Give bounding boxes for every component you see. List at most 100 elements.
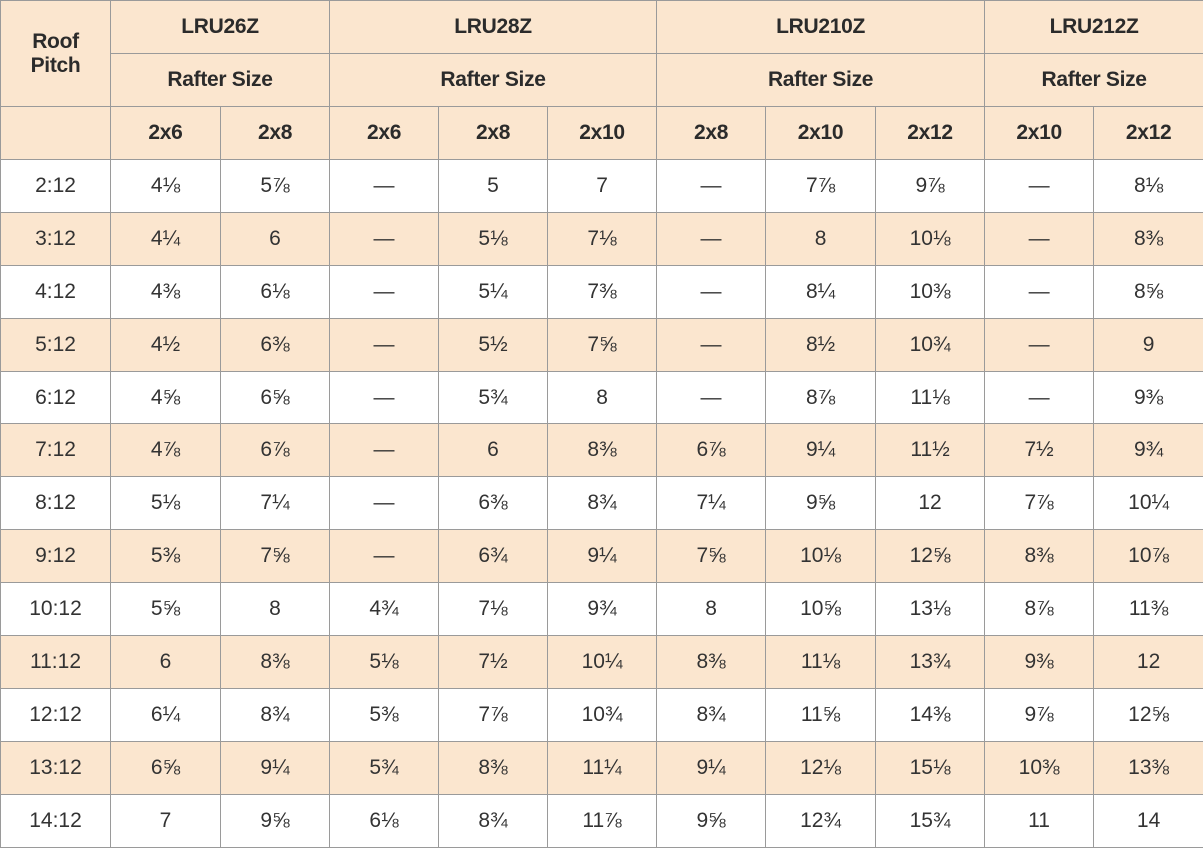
corner-label: Roof Pitch (26, 30, 86, 78)
value-cell: — (330, 530, 439, 583)
value-cell: 8⅜ (221, 636, 330, 689)
value-cell: — (657, 371, 766, 424)
value-cell: 9 (1094, 318, 1203, 371)
value-cell: — (985, 318, 1094, 371)
value-cell: — (985, 371, 1094, 424)
value-cell: — (330, 212, 439, 265)
value-cell: 12⅛ (766, 741, 876, 794)
value-cell: 11⅜ (1094, 583, 1203, 636)
value-cell: 7½ (985, 424, 1094, 477)
value-cell: 8⅜ (439, 741, 548, 794)
pitch-cell: 11:12 (1, 636, 111, 689)
value-cell: 13⅛ (876, 583, 985, 636)
value-cell: 7⅝ (548, 318, 657, 371)
value-cell: 14⅜ (876, 688, 985, 741)
pitch-cell: 6:12 (1, 371, 111, 424)
pitch-cell: 10:12 (1, 583, 111, 636)
value-cell: 13⅜ (1094, 741, 1203, 794)
value-cell: — (657, 160, 766, 213)
value-cell: 6 (221, 212, 330, 265)
value-cell: 7⅝ (221, 530, 330, 583)
value-cell: 10¼ (1094, 477, 1203, 530)
value-cell: 8⅞ (766, 371, 876, 424)
table-header: Roof Pitch LRU26Z LRU28Z LRU210Z LRU212Z… (1, 1, 1203, 160)
value-cell: 4⅝ (111, 371, 221, 424)
value-cell: 8⅝ (1094, 265, 1203, 318)
value-cell: 7½ (439, 636, 548, 689)
value-cell: 13¾ (876, 636, 985, 689)
value-cell: 6⅝ (221, 371, 330, 424)
value-cell: 9⅝ (657, 794, 766, 847)
pitch-cell: 9:12 (1, 530, 111, 583)
header-row: Rafter Size Rafter Size Rafter Size Raft… (1, 54, 1203, 107)
value-cell: 9¾ (548, 583, 657, 636)
value-cell: 5⅛ (111, 477, 221, 530)
value-cell: 8⅜ (657, 636, 766, 689)
subheader: Rafter Size (985, 54, 1203, 107)
value-cell: 9⅝ (221, 794, 330, 847)
value-cell: 10⅛ (876, 212, 985, 265)
value-cell: 9⅞ (985, 688, 1094, 741)
value-cell: 5¾ (330, 741, 439, 794)
value-cell: 5⅛ (330, 636, 439, 689)
value-cell: 8⅜ (548, 424, 657, 477)
size-header: 2x10 (766, 107, 876, 160)
corner-cell: Roof Pitch (1, 1, 111, 107)
value-cell: 12 (1094, 636, 1203, 689)
value-cell: 4¼ (111, 212, 221, 265)
size-header: 2x6 (330, 107, 439, 160)
value-cell: — (330, 265, 439, 318)
value-cell: 11⅛ (876, 371, 985, 424)
value-cell: 8 (657, 583, 766, 636)
value-cell: 9¼ (548, 530, 657, 583)
value-cell: 10⅜ (985, 741, 1094, 794)
size-header: 2x8 (657, 107, 766, 160)
value-cell: — (985, 160, 1094, 213)
value-cell: 11 (985, 794, 1094, 847)
size-header: 2x12 (1094, 107, 1203, 160)
size-header: 2x8 (221, 107, 330, 160)
value-cell: 8¾ (221, 688, 330, 741)
value-cell: 6⅞ (221, 424, 330, 477)
value-cell: 10⅛ (766, 530, 876, 583)
value-cell: 7⅝ (657, 530, 766, 583)
pitch-cell: 4:12 (1, 265, 111, 318)
value-cell: — (657, 212, 766, 265)
value-cell: 9¼ (766, 424, 876, 477)
pitch-cell: 14:12 (1, 794, 111, 847)
corner-fill (1, 107, 111, 160)
value-cell: 7¼ (221, 477, 330, 530)
value-cell: 8 (766, 212, 876, 265)
value-cell: 10⅜ (876, 265, 985, 318)
value-cell: 11¼ (548, 741, 657, 794)
value-cell: 4⅞ (111, 424, 221, 477)
value-cell: 10⅞ (1094, 530, 1203, 583)
value-cell: 6¾ (439, 530, 548, 583)
value-cell: 6⅛ (221, 265, 330, 318)
value-cell: 7 (111, 794, 221, 847)
value-cell: 8¾ (657, 688, 766, 741)
value-cell: 8 (548, 371, 657, 424)
value-cell: 5⅛ (439, 212, 548, 265)
value-cell: — (985, 265, 1094, 318)
model-header: LRU26Z (111, 1, 330, 54)
model-header: LRU210Z (657, 1, 985, 54)
subheader: Rafter Size (330, 54, 657, 107)
value-cell: 7⅛ (548, 212, 657, 265)
size-header: 2x10 (985, 107, 1094, 160)
value-cell: 7 (548, 160, 657, 213)
value-cell: 7⅞ (985, 477, 1094, 530)
value-cell: 12⅝ (1094, 688, 1203, 741)
